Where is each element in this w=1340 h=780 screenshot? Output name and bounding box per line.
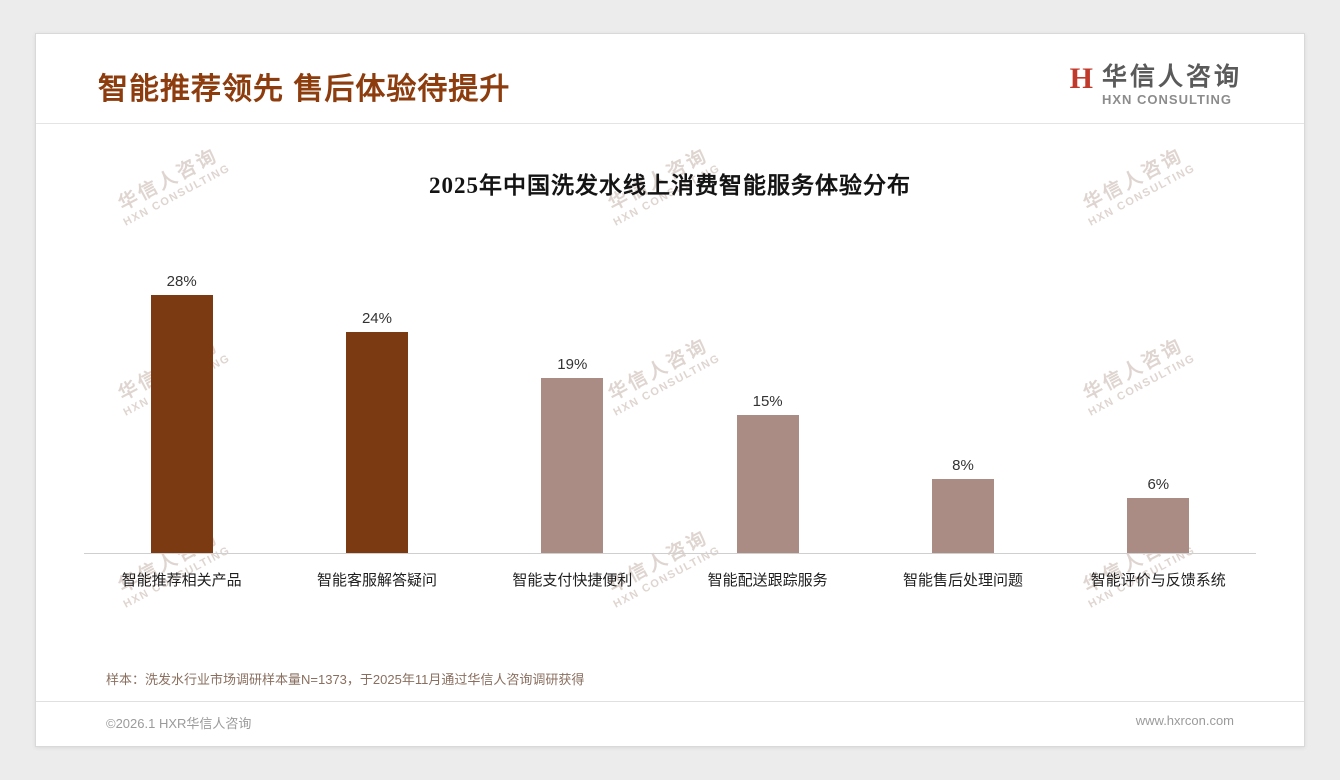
bar-value-label: 15% <box>752 393 783 410</box>
slide-content: 智能推荐领先 售后体验待提升 H 华信人咨询 HXN CONSULTING 20… <box>36 34 1304 746</box>
bar-value-label: 28% <box>166 273 197 290</box>
sample-footnote: 样本：洗发水行业市场调研样本量N=1373，于2025年11月通过华信人咨询调研… <box>106 672 585 687</box>
footer: ©2026.1 HXR华信人咨询 www.hxrcon.com <box>36 701 1304 746</box>
company-logo: H 华信人咨询 HXN CONSULTING <box>1069 62 1242 108</box>
bar <box>931 479 994 553</box>
bar <box>150 295 213 553</box>
bar <box>736 415 799 553</box>
bar <box>345 332 408 553</box>
logo-name-cn: 华信人咨询 <box>1101 63 1242 91</box>
category-label: 智能评价与反馈系统 <box>1090 572 1226 589</box>
bar-chart: 2025年中国洗发水线上消费智能服务体验分布 28% 24% 19% 15% 8% 6% … <box>36 124 1304 669</box>
bar-group: 15% <box>670 393 865 553</box>
category-label: 智能售后处理问题 <box>902 572 1023 589</box>
category-label: 智能支付快捷便利 <box>512 572 633 589</box>
category-axis: 智能推荐相关产品 智能客服解答疑问 智能支付快捷便利 智能配送跟踪服务 智能售后处理问题… <box>84 569 1256 590</box>
bar-group: 24% <box>279 310 474 553</box>
plot-area: 28% 24% 19% 15% 8% 6% <box>84 250 1256 554</box>
bar-group: 28% <box>84 273 279 553</box>
chart-title: 2025年中国洗发水线上消费智能服务体验分布 <box>429 173 911 198</box>
page-title: 智能推荐领先 售后体验待提升 <box>98 73 511 106</box>
category-label: 智能推荐相关产品 <box>121 572 242 589</box>
bar-value-label: 8% <box>952 457 974 474</box>
logo-icon: H <box>1069 62 1093 95</box>
bar <box>1127 498 1190 553</box>
bar <box>541 378 604 553</box>
logo-text: 华信人咨询 HXN CONSULTING <box>1101 63 1242 108</box>
slide: 华信人咨询 HXN CONSULTING 华信人咨询 HXN CONSULTING 华信… <box>35 33 1305 747</box>
header: 智能推荐领先 售后体验待提升 H 华信人咨询 HXN CONSULTING <box>36 34 1304 124</box>
category-label: 智能客服解答疑问 <box>316 572 437 589</box>
bar-group: 8% <box>865 457 1060 553</box>
bar-value-label: 19% <box>557 356 588 373</box>
bar-group: 19% <box>475 356 670 553</box>
bar-group: 6% <box>1061 476 1256 553</box>
website-url: www.hxrcon.com <box>1135 713 1234 728</box>
bar-value-label: 6% <box>1147 476 1170 493</box>
category-label: 智能配送跟踪服务 <box>707 572 828 589</box>
bar-value-label: 24% <box>361 310 392 327</box>
logo-name-en: HXN CONSULTING <box>1101 92 1233 107</box>
copyright-text: ©2026.1 HXR华信人咨询 <box>106 716 252 731</box>
